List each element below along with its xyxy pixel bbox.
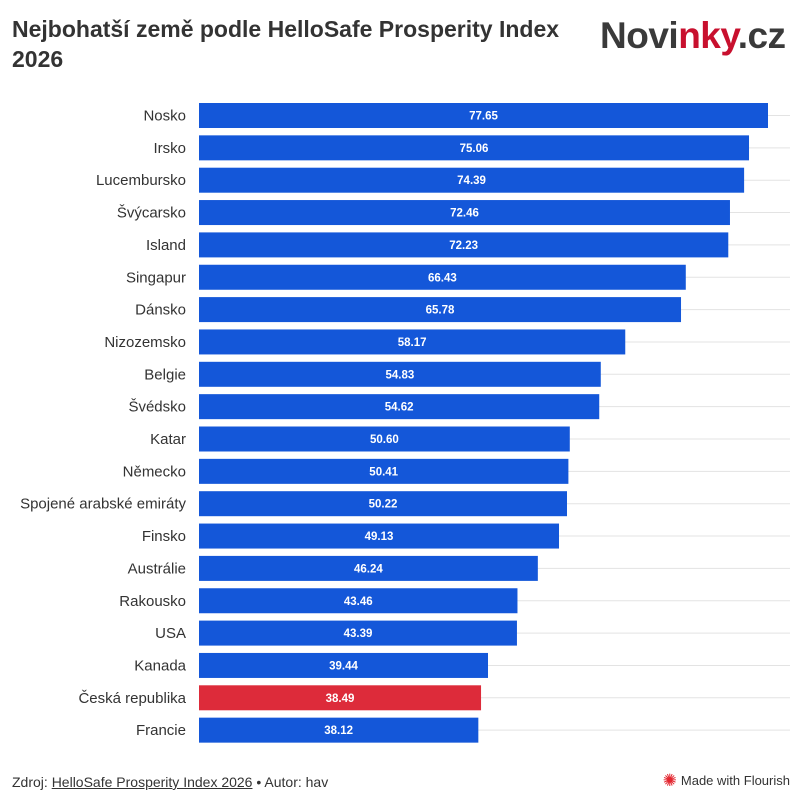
bar[interactable]	[199, 297, 682, 323]
bar-chart: Nosko 77.65 Irsko 75.06 Lucembursko 74.39 Švýc…	[20, 103, 790, 743]
bar[interactable]	[199, 652, 489, 678]
value-label: 39.44	[329, 660, 358, 672]
category-label: Lucembursko	[96, 172, 186, 189]
flourish-label: Made with Flourish	[680, 773, 790, 788]
bar[interactable]	[199, 232, 729, 258]
logo-accent: nky	[678, 15, 738, 56]
bar[interactable]	[199, 426, 570, 452]
bar-highlight[interactable]	[199, 685, 482, 711]
footer-source: Zdroj: HelloSafe Prosperity Index 2026 •…	[12, 774, 328, 790]
value-label: 38.12	[324, 725, 353, 737]
category-label: Kanada	[134, 657, 186, 674]
category-label: Katar	[150, 431, 186, 448]
bar[interactable]	[199, 717, 479, 743]
value-label: 65.78	[426, 305, 455, 317]
bar[interactable]	[199, 135, 750, 161]
value-label: 74.39	[457, 175, 486, 187]
category-label: Singapur	[126, 269, 186, 286]
bar[interactable]	[199, 523, 560, 549]
source-label: Zdroj:	[12, 774, 52, 790]
value-label: 54.83	[385, 369, 414, 381]
value-label: 72.23	[449, 240, 478, 252]
logo-main: Novi	[600, 15, 679, 56]
category-label: Nosko	[143, 108, 186, 125]
category-label: Spojené arabské emiráty	[20, 496, 186, 513]
bar[interactable]	[199, 103, 768, 128]
bar[interactable]	[199, 329, 626, 355]
bar[interactable]	[199, 555, 538, 581]
bar[interactable]	[199, 200, 730, 226]
bar[interactable]	[199, 361, 601, 387]
category-label: Austrálie	[128, 560, 186, 577]
bar[interactable]	[199, 264, 686, 290]
value-label: 43.46	[344, 596, 373, 608]
value-label: 77.65	[469, 111, 498, 123]
bar[interactable]	[199, 588, 518, 614]
value-label: 49.13	[365, 531, 394, 543]
footer-separator: •	[252, 774, 265, 790]
category-label: Belgie	[144, 366, 186, 383]
source-link[interactable]: HelloSafe Prosperity Index 2026	[51, 774, 253, 790]
value-label: 66.43	[428, 272, 457, 284]
category-label: Dánsko	[135, 302, 186, 319]
bar[interactable]	[199, 458, 569, 484]
flourish-star-icon: ✺	[662, 771, 677, 790]
category-label: Island	[146, 237, 186, 254]
bar[interactable]	[199, 394, 600, 420]
chart-title: Nejbohatší země podle HelloSafe Prosperi…	[12, 16, 560, 72]
bar[interactable]	[199, 167, 745, 193]
category-label: Rakousko	[119, 593, 186, 610]
value-label: 58.17	[398, 337, 427, 349]
value-label: 50.41	[369, 466, 398, 478]
value-label: 72.46	[450, 208, 479, 220]
value-label: 46.24	[354, 563, 383, 575]
category-label: Česká republika	[78, 690, 186, 707]
bar[interactable]	[199, 491, 567, 517]
value-label: 43.39	[344, 628, 373, 640]
bar[interactable]	[199, 620, 517, 646]
value-label: 50.60	[370, 434, 399, 446]
category-label: Švýcarsko	[117, 205, 186, 222]
category-label: Švédsko	[128, 399, 186, 416]
made-with-flourish[interactable]: ✺ Made with Flourish	[663, 772, 790, 789]
value-label: 50.22	[369, 499, 398, 511]
category-label: Nizozemsko	[104, 334, 186, 351]
value-label: 54.62	[385, 402, 414, 414]
category-label: Francie	[136, 722, 186, 739]
logo-tail: .cz	[737, 15, 786, 56]
value-label: 75.06	[460, 143, 489, 155]
category-label: USA	[155, 625, 186, 642]
category-label: Německo	[123, 463, 186, 480]
author-label: Autor: hav	[264, 774, 329, 790]
category-label: Finsko	[142, 528, 186, 545]
value-label: 38.49	[326, 693, 355, 705]
novinky-logo[interactable]: Novinky.cz	[600, 14, 786, 58]
category-label: Irsko	[153, 140, 186, 157]
